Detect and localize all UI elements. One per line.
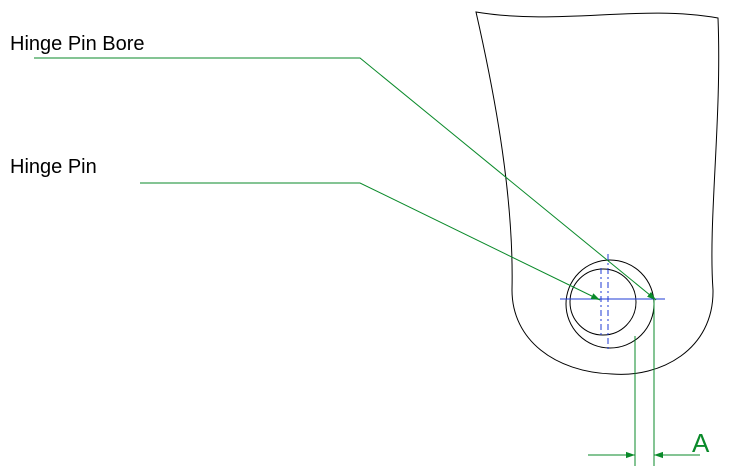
hinge-pin-label: Hinge Pin	[10, 156, 97, 178]
hinge-pin-bore-circle	[565, 259, 655, 349]
hinge-pin-circle	[569, 268, 637, 336]
arm-outline	[475, 11, 720, 375]
clearance-dimension-label: A	[692, 428, 710, 458]
hinge-pin-bore-label: Hinge Pin Bore	[10, 33, 145, 55]
hinge-pin-bore-leader	[34, 57, 657, 301]
hinge-pin-leader	[140, 182, 601, 301]
